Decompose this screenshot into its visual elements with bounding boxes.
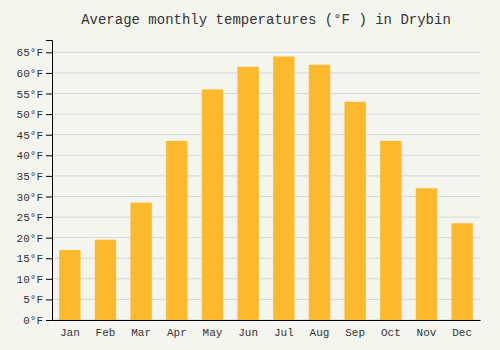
y-tick-label: 45°F	[17, 130, 43, 142]
x-tick: Jun	[238, 327, 258, 339]
y-tick-mark	[46, 73, 52, 74]
grid-line	[52, 155, 480, 156]
y-tick: 20°F	[17, 233, 52, 245]
x-tick-label: Feb	[96, 327, 116, 339]
y-tick: 35°F	[17, 171, 52, 183]
y-tick: 0°F	[23, 315, 52, 327]
y-tick-mark	[46, 155, 52, 156]
y-tick: 15°F	[17, 253, 52, 265]
y-tick-label: 10°F	[17, 274, 43, 286]
bar	[416, 188, 437, 320]
x-tick-label: Sep	[345, 327, 365, 339]
y-tick: 25°F	[17, 212, 52, 224]
y-tick-label: 20°F	[17, 233, 43, 245]
grid-line	[52, 72, 480, 73]
y-tick-mark	[46, 238, 52, 239]
bar	[237, 67, 258, 320]
grid-line	[52, 134, 480, 135]
y-axis-line	[46, 41, 53, 321]
y-tick-label: 55°F	[17, 89, 43, 101]
x-tick: Jan	[60, 327, 80, 339]
y-tick-mark	[46, 114, 52, 115]
x-axis-line	[53, 320, 481, 321]
x-tick-label: Jul	[274, 327, 294, 339]
x-tick-label: Dec	[452, 327, 472, 339]
y-tick-mark	[46, 176, 52, 177]
y-tick-mark	[46, 94, 52, 95]
y-tick-mark	[46, 299, 52, 300]
chart: Jan Feb Mar Apr May Jun Jul Aug Sep Oct Nov Dec 0°F 5…	[0, 0, 500, 350]
x-tick: Nov	[417, 327, 437, 339]
y-tick-label: 50°F	[17, 109, 43, 121]
y-tick: 55°F	[17, 89, 52, 101]
x-axis: Jan Feb Mar Apr May Jun Jul Aug Sep Oct Nov Dec	[53, 321, 481, 339]
grid	[52, 52, 480, 320]
y-tick: 65°F	[17, 47, 52, 59]
y-tick-mark	[46, 196, 52, 197]
grid-line	[52, 52, 480, 53]
title: Average monthly temperatures (°F ) in Dr…	[81, 12, 451, 28]
y-tick: 45°F	[17, 130, 52, 142]
grid-line	[52, 93, 480, 94]
y-tick-label: 30°F	[17, 191, 43, 203]
y-tick: 10°F	[17, 274, 52, 286]
y-tick-label: 5°F	[23, 294, 43, 306]
x-tick-label: Aug	[310, 327, 330, 339]
y-tick-label: 35°F	[17, 171, 43, 183]
y-tick-mark	[46, 279, 52, 280]
y-tick-label: 25°F	[17, 212, 43, 224]
x-tick-label: Mar	[131, 327, 151, 339]
y-tick-mark	[46, 135, 52, 136]
x-tick-label: Jan	[60, 327, 80, 339]
x-tick: Aug	[310, 327, 330, 339]
y-tick-label: 60°F	[17, 68, 43, 80]
x-tick: Sep	[345, 327, 365, 339]
x-tick: Dec	[452, 327, 472, 339]
y-tick-mark	[46, 217, 52, 218]
x-tick: Feb	[96, 327, 116, 339]
x-tick-label: Oct	[381, 327, 401, 339]
bar	[59, 250, 80, 320]
x-tick-label: May	[203, 327, 223, 339]
background	[0, 0, 500, 350]
bars	[59, 56, 473, 320]
grid-line	[52, 114, 480, 115]
y-tick: 60°F	[17, 68, 52, 80]
y-tick: 40°F	[17, 150, 52, 162]
y-tick-mark	[46, 320, 52, 321]
y-tick: 30°F	[17, 191, 52, 203]
x-tick: Apr	[167, 327, 187, 339]
bar	[273, 56, 294, 320]
grid-line	[52, 175, 480, 176]
x-tick-label: Apr	[167, 327, 187, 339]
y-tick-label: 0°F	[23, 315, 43, 327]
y-tick: 5°F	[23, 294, 52, 306]
x-tick: Oct	[381, 327, 401, 339]
bar	[166, 141, 187, 320]
y-tick: 50°F	[17, 109, 52, 121]
y-tick-mark	[46, 258, 52, 259]
x-tick: Jul	[274, 327, 294, 339]
x-tick: May	[203, 327, 223, 339]
bar	[95, 240, 116, 320]
y-tick-label: 40°F	[17, 150, 43, 162]
bar	[309, 65, 330, 320]
y-axis: 0°F 5°F 10°F 15°F 20°F 25°F 30°F 35°F 40°F 45°F 50…	[17, 41, 53, 328]
x-tick: Mar	[131, 327, 151, 339]
bar	[451, 223, 472, 320]
bar	[380, 141, 401, 320]
bar	[344, 102, 365, 320]
y-tick-label: 15°F	[17, 253, 43, 265]
y-tick-mark	[46, 52, 52, 53]
bar	[202, 89, 223, 320]
x-tick-label: Jun	[238, 327, 258, 339]
x-tick-label: Nov	[417, 327, 437, 339]
bar	[130, 203, 151, 320]
y-tick-label: 65°F	[17, 47, 43, 59]
plot: Jan Feb Mar Apr May Jun Jul Aug Sep Oct Nov Dec 0°F 5…	[17, 41, 481, 339]
